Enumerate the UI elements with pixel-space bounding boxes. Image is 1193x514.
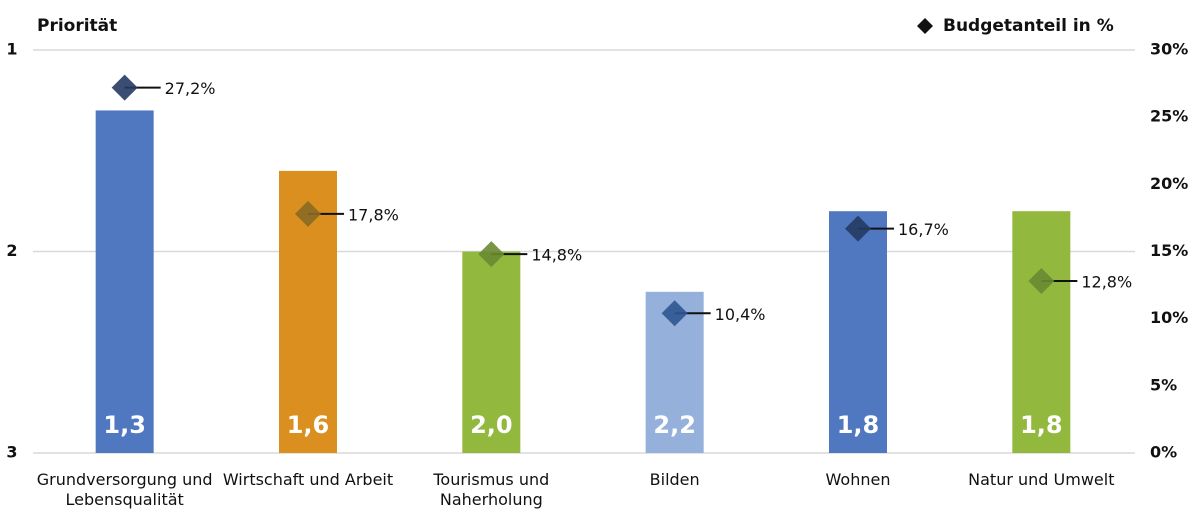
x-tick-label: Natur und Umwelt: [968, 470, 1115, 489]
marker-value-label: 12,8%: [1081, 273, 1132, 292]
legend-marker: [917, 18, 933, 34]
diamond-marker: [845, 215, 871, 242]
x-tick-label: Bilden: [649, 470, 700, 489]
marker-value-label: 14,8%: [531, 246, 582, 265]
legend-label: Budgetanteil in %: [943, 16, 1114, 36]
marker-value-label: 27,2%: [165, 79, 216, 98]
bar-value-label: 2,2: [653, 411, 696, 439]
y2-tick-label: 25%: [1150, 107, 1188, 126]
y-tick-label: 3: [6, 443, 17, 462]
y-tick-label: 2: [6, 241, 17, 260]
bar-value-label: 1,3: [103, 411, 146, 439]
x-tick-label: Tourismus und Naherholung: [433, 470, 550, 509]
diamond-marker: [295, 200, 321, 227]
y2-tick-label: 20%: [1150, 174, 1188, 193]
bar-value-label: 1,8: [837, 411, 880, 439]
y2-tick-label: 30%: [1150, 40, 1188, 59]
y2-tick-label: 10%: [1150, 308, 1188, 327]
x-tick-label: Wohnen: [825, 470, 891, 489]
y-axis-title: Priorität: [37, 16, 117, 36]
x-tick-label: Grundversorgung und Lebensqualität: [36, 470, 213, 509]
marker-value-label: 16,7%: [898, 220, 949, 239]
x-tick-label: Wirtschaft und Arbeit: [222, 470, 394, 489]
y2-tick-label: 0%: [1150, 443, 1177, 462]
bar-value-label: 1,6: [287, 411, 330, 439]
diamond-marker: [1028, 268, 1055, 295]
y-tick-label: 1: [6, 40, 17, 59]
bar-value-label: 2,0: [470, 411, 513, 439]
y2-tick-label: 5%: [1150, 375, 1177, 394]
y2-tick-label: 15%: [1150, 241, 1188, 260]
marker-value-label: 17,8%: [348, 205, 399, 224]
bar: [829, 211, 887, 453]
marker-value-label: 10,4%: [715, 305, 766, 324]
bar: [1012, 211, 1071, 453]
diamond-marker: [661, 300, 688, 327]
bar: [95, 110, 154, 453]
bar-value-label: 1,8: [1020, 411, 1063, 439]
diamond-marker: [111, 74, 138, 101]
bar: [462, 251, 521, 453]
diamond-marker: [478, 241, 505, 268]
